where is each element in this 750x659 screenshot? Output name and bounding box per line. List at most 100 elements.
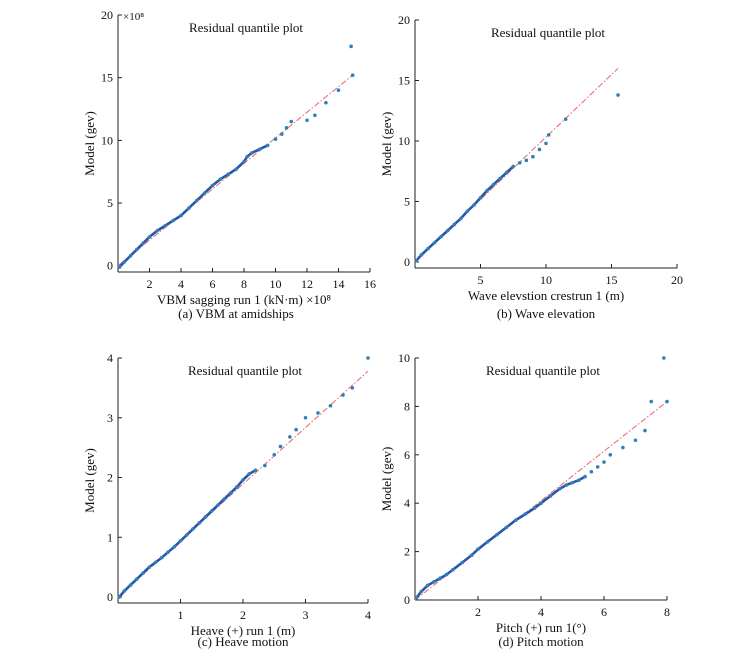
y-tick-label: 20 [101,8,113,22]
data-point [589,469,594,474]
data-point [284,126,289,130]
data-point [155,228,160,233]
data-point [216,503,220,507]
y-tick-label: 2 [107,471,113,485]
data-point [294,427,298,432]
data-point [445,228,450,233]
data-point [546,133,551,137]
data-point [197,521,202,525]
data-point [350,73,355,77]
x-tick-label: 2 [240,608,246,622]
data-point [263,463,267,468]
data-point [504,525,509,530]
data-point [218,177,223,182]
y-axis-label: Model (gev) [82,111,97,176]
data-point [432,580,436,584]
data-point [179,213,183,218]
data-point [531,154,535,159]
data-point [414,258,419,263]
x-tick-label: 8 [241,277,247,291]
data-point [662,356,666,360]
data-point [250,151,254,155]
data-point [141,241,145,245]
subfigure-caption: (c) Heave motion [198,634,289,649]
chart-title: Residual quantile plot [189,20,303,35]
data-point [172,545,177,549]
data-point [253,468,258,473]
data-point [134,577,139,581]
data-point [438,576,443,581]
data-point [439,234,444,239]
y-tick-label: 0 [404,593,410,607]
data-point [460,560,465,565]
data-point [316,411,320,415]
data-point [665,399,669,404]
data-point [485,188,489,193]
x-axis-label: Pitch (+) run 1(°) [496,620,586,635]
x-tick-label: 16 [364,277,376,291]
data-point [595,465,600,469]
subfigure-caption: (b) Wave elevation [497,306,596,321]
data-point [209,509,214,513]
x-axis-label: VBM sagging run 1 (kN·m) ×10⁸ [157,292,331,307]
data-point [558,486,562,491]
x-axis-label: Wave elevstion crestrun 1 (m) [468,288,624,303]
data-point [203,515,208,519]
data-point [184,533,189,537]
data-point [242,159,246,164]
reference-line [117,370,369,598]
x-tick-label: 2 [147,277,153,291]
data-point [518,160,522,165]
data-point [241,478,245,482]
chart-vbm: 2 4 6 8 10 12 14 16 0 5 10 15 20 Residual quantile pl… [82,8,376,321]
data-point [649,399,654,404]
data-point [166,550,170,555]
data-point [366,356,370,360]
data-point [426,246,430,251]
data-point [491,182,496,187]
data-point [349,44,353,49]
x-tick-label: 20 [671,273,683,287]
x-tick-label: 2 [475,605,481,619]
data-point [178,539,183,543]
chart-title: Residual quantile plot [486,363,600,378]
y-tick-label: 8 [404,399,410,413]
data-point [511,164,516,169]
data-point [341,393,345,397]
data-point [616,93,620,97]
data-point [328,404,333,408]
data-point [465,209,470,213]
y-tick-label: 1 [107,530,113,544]
data-point [289,119,294,124]
x-tick-label: 5 [478,273,484,287]
y-tick-label: 10 [101,133,113,147]
data-point [419,252,424,257]
data-point [171,218,175,223]
data-point [303,415,308,420]
y-tick-label: 10 [398,134,410,148]
data-point [265,143,270,148]
data-point [459,216,463,221]
data-point [194,198,199,203]
data-point [153,560,158,565]
y-tick-label: 0 [404,255,410,269]
data-point [117,265,122,269]
data-point [524,158,529,163]
x-tick-label: 15 [606,273,618,287]
data-point [147,235,152,239]
y-tick-label: 4 [404,496,410,510]
data-point [570,480,575,485]
data-point [210,183,215,188]
y-tick-label: 10 [398,351,410,365]
data-point [141,571,145,575]
data-point [305,118,309,123]
data-point [478,196,483,200]
data-point [234,485,239,489]
data-point [452,222,457,227]
data-point [324,100,328,105]
x-tick-label: 12 [301,277,313,291]
data-point [163,223,168,228]
data-point [273,137,278,141]
y-tick-label: 5 [107,196,113,210]
y-axis-label: Model (gev) [379,112,394,177]
